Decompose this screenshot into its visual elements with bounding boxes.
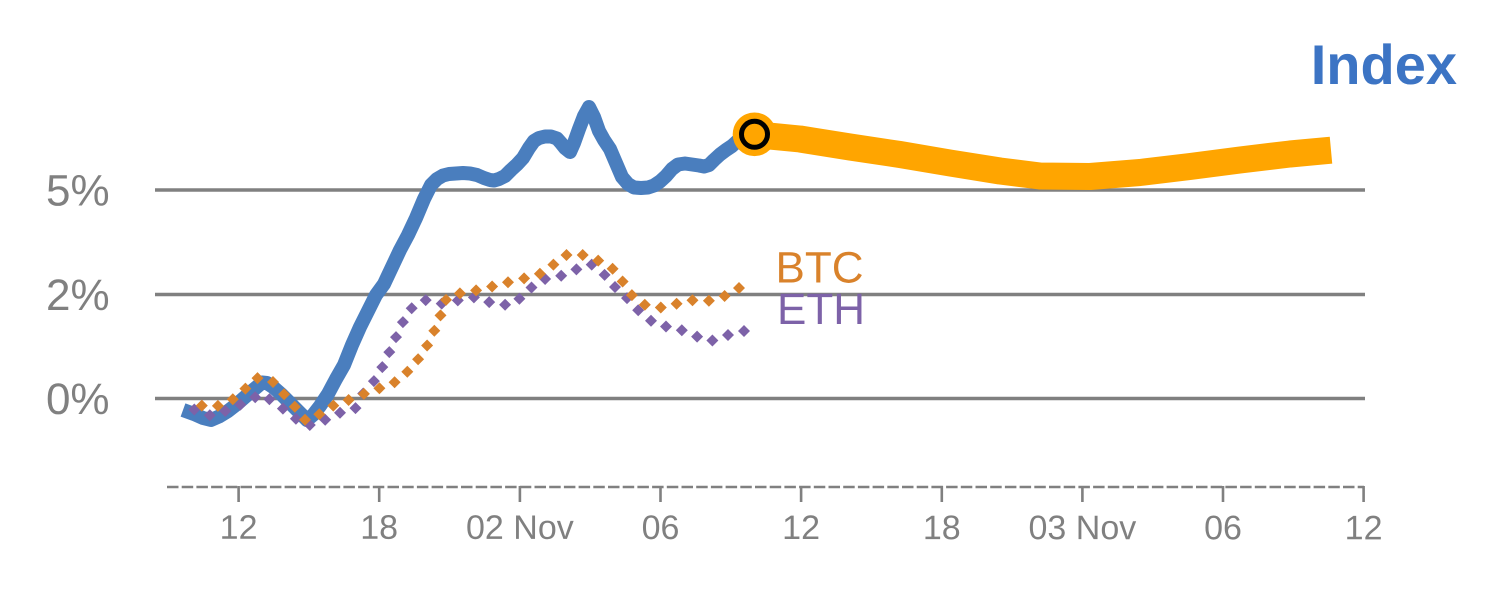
svg-text:06: 06 bbox=[1204, 509, 1242, 547]
svg-text:12: 12 bbox=[220, 509, 258, 547]
svg-text:0%: 0% bbox=[46, 375, 110, 424]
svg-text:03 Nov: 03 Nov bbox=[1029, 509, 1137, 547]
svg-text:18: 18 bbox=[923, 509, 961, 547]
svg-text:12: 12 bbox=[782, 509, 820, 547]
svg-text:18: 18 bbox=[360, 509, 398, 547]
svg-text:BTC: BTC bbox=[775, 243, 863, 292]
svg-text:ETH: ETH bbox=[777, 285, 865, 334]
svg-text:12: 12 bbox=[1345, 509, 1383, 547]
svg-text:02 Nov: 02 Nov bbox=[466, 509, 574, 547]
svg-text:5%: 5% bbox=[46, 166, 110, 215]
svg-text:06: 06 bbox=[642, 509, 680, 547]
svg-text:Index: Index bbox=[1311, 33, 1457, 96]
svg-text:2%: 2% bbox=[46, 271, 110, 320]
